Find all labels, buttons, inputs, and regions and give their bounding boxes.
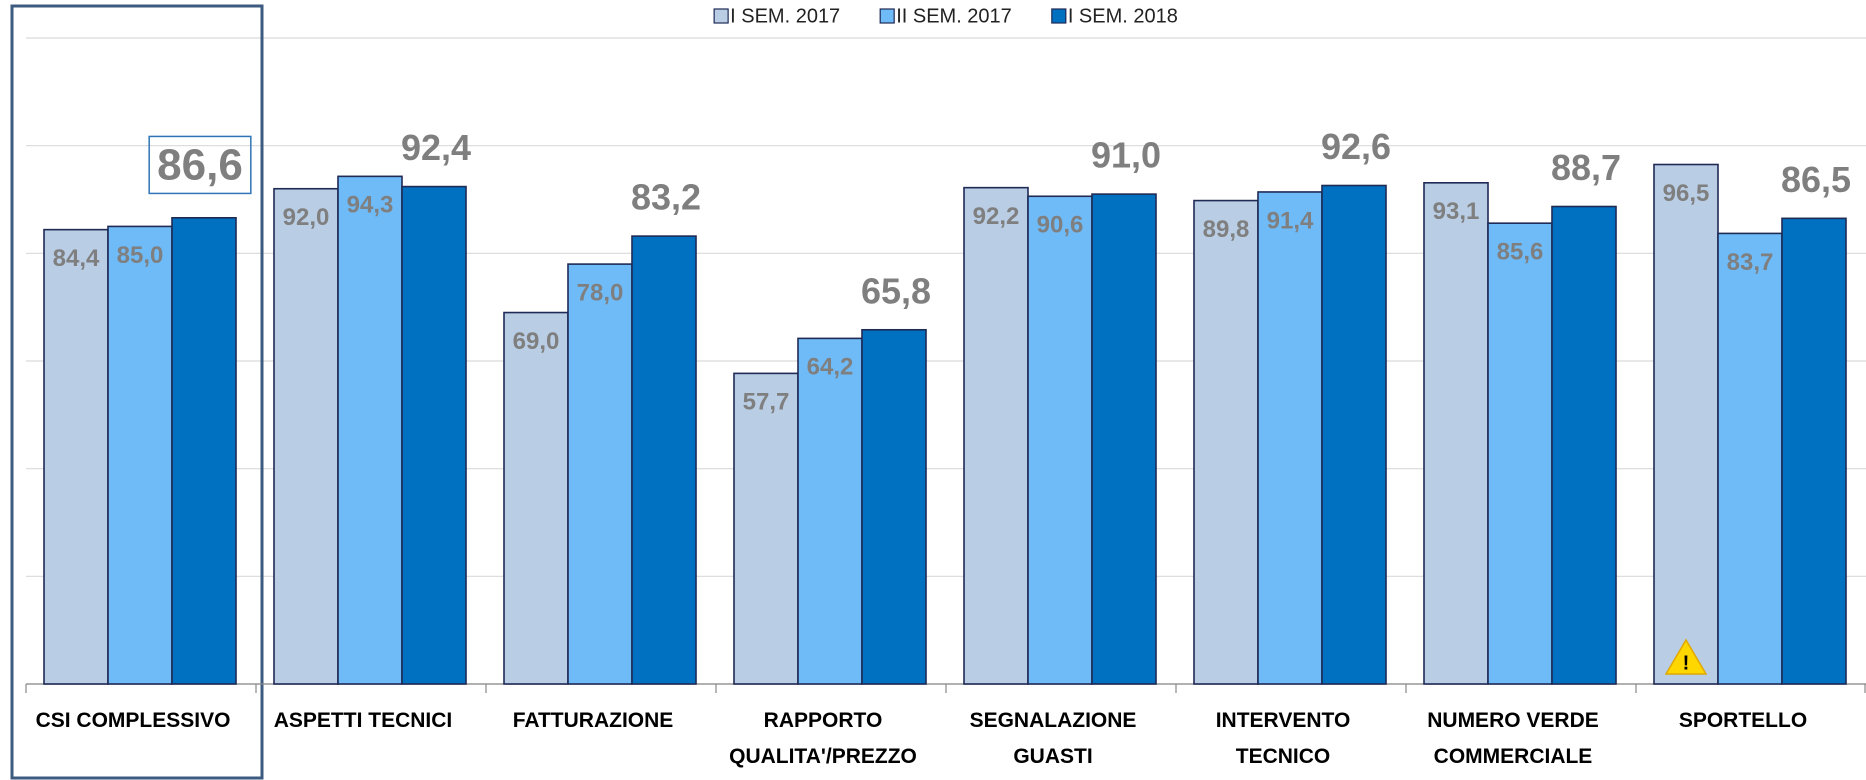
data-label: 86,6	[157, 140, 243, 189]
data-label: 92,6	[1321, 126, 1391, 167]
label-box	[148, 135, 252, 195]
data-label: 86,5	[1781, 159, 1851, 200]
bar	[273, 187, 339, 685]
data-label: 69,0	[513, 328, 560, 355]
data-label: 78,0	[577, 279, 624, 306]
bar	[1551, 205, 1617, 685]
highlight-frame	[10, 4, 264, 780]
data-label: 85,0	[117, 242, 164, 269]
legend-swatch	[879, 8, 895, 24]
x-tick-label: CSI COMPLESSIVO	[35, 709, 231, 732]
bar	[1027, 195, 1093, 685]
bar	[107, 225, 173, 685]
bar	[1487, 222, 1553, 685]
bar	[797, 337, 863, 685]
bar	[861, 328, 927, 685]
bar	[963, 186, 1029, 685]
data-label: 93,1	[1433, 198, 1480, 225]
bar	[631, 235, 697, 685]
bar	[171, 217, 237, 685]
bar	[1257, 191, 1323, 685]
data-label: 90,6	[1037, 212, 1084, 239]
legend-item: I SEM. 2018	[1051, 5, 1178, 27]
legend-item: II SEM. 2017	[879, 5, 1012, 27]
warning-mark: !	[1683, 652, 1690, 674]
data-label: 57,7	[743, 389, 790, 416]
x-tick-label: SPORTELLO	[1678, 709, 1808, 732]
legend-label: I SEM. 2017	[730, 5, 840, 27]
x-tick-label: INTERVENTO TECNICO	[1215, 709, 1351, 768]
data-label: 91,4	[1267, 207, 1314, 234]
data-label: 96,5	[1663, 180, 1710, 207]
data-label: 65,8	[861, 270, 931, 311]
data-label: 92,0	[283, 204, 330, 231]
bar	[337, 175, 403, 685]
bar	[1193, 199, 1259, 685]
bar	[1717, 232, 1783, 685]
data-label: 92,2	[973, 203, 1020, 230]
legend-swatch	[713, 8, 729, 24]
data-label: 64,2	[807, 354, 854, 381]
bar	[1321, 184, 1387, 685]
legend-label: I SEM. 2018	[1068, 5, 1178, 27]
data-label: 84,4	[53, 245, 100, 272]
legend-item: I SEM. 2017	[713, 5, 840, 27]
data-label: 83,7	[1727, 249, 1774, 276]
legend-swatch	[1051, 8, 1067, 24]
bar	[401, 185, 467, 685]
data-label: 83,2	[631, 177, 701, 218]
bar	[43, 228, 109, 685]
bar	[1423, 182, 1489, 685]
bar	[733, 372, 799, 685]
data-label: 85,6	[1497, 239, 1544, 266]
data-label: 89,8	[1203, 216, 1250, 243]
warning-icon	[1664, 638, 1708, 675]
data-label: 92,4	[401, 127, 471, 168]
x-tick-label: NUMERO VERDE COMMERCIALE	[1427, 709, 1599, 768]
x-tick-label: ASPETTI TECNICI	[273, 709, 453, 732]
legend-label: II SEM. 2017	[896, 5, 1012, 27]
data-label: 91,0	[1091, 135, 1161, 176]
bar	[1781, 217, 1847, 685]
bar	[1091, 193, 1157, 685]
x-tick-label: RAPPORTO QUALITA'/PREZZO	[729, 709, 917, 768]
bar	[1653, 163, 1719, 685]
data-label: 94,3	[347, 192, 394, 219]
x-tick-label: SEGNALAZIONE GUASTI	[969, 709, 1137, 768]
data-label: 88,7	[1551, 147, 1621, 188]
x-tick-label: FATTURAZIONE	[512, 709, 674, 732]
bar	[503, 311, 569, 685]
bar	[567, 263, 633, 685]
